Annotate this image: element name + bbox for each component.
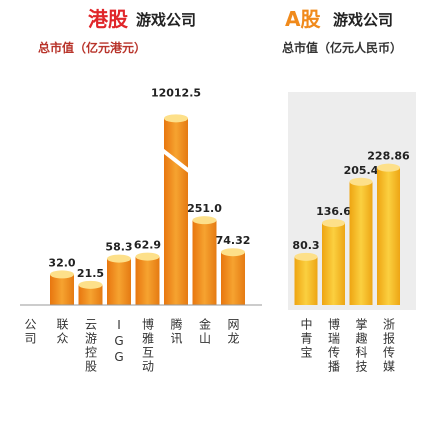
- bar-top: [164, 114, 188, 123]
- value-label: 21.5: [77, 267, 104, 280]
- bar: [107, 258, 131, 305]
- category-label: 网龙: [226, 318, 240, 346]
- category-label: 中青宝: [299, 317, 313, 360]
- value-label: 251.0: [187, 202, 222, 215]
- category-label: 腾讯: [169, 317, 183, 346]
- bar: [135, 256, 160, 305]
- category-label: 博雅互动: [141, 317, 155, 374]
- charts: 港股 游戏公司总市值（亿元港元）公司32.0联众21.5云游控股58.3IGG62…: [20, 7, 410, 374]
- bar-top: [107, 254, 131, 263]
- chart-title-suffix: 游戏公司: [333, 11, 393, 29]
- value-label: 12012.5: [151, 86, 201, 99]
- subtitle: 总市值（亿元港元）: [38, 40, 146, 55]
- bar: [349, 181, 373, 305]
- category-label: 联众: [55, 318, 69, 346]
- bar: [192, 220, 217, 305]
- value-label: 205.4: [344, 164, 379, 177]
- value-label: 136.6: [316, 205, 351, 218]
- chart-title: 港股: [88, 7, 128, 31]
- bar: [221, 252, 245, 305]
- subtitle: 总市值（亿元人民币）: [282, 40, 402, 55]
- bar-top: [294, 252, 318, 261]
- bar-top: [221, 248, 245, 257]
- chart-title-suffix: 游戏公司: [136, 11, 196, 29]
- bar: [50, 274, 74, 305]
- value-label: 80.3: [292, 239, 319, 252]
- bar: [377, 167, 400, 305]
- row-label: 公司: [23, 318, 37, 346]
- bar: [294, 256, 318, 305]
- bar-top: [322, 219, 345, 228]
- category-label: 博瑞传播: [327, 317, 341, 374]
- bar: [164, 118, 188, 305]
- category-label: IGG: [112, 318, 126, 366]
- value-label: 58.3: [105, 241, 132, 254]
- category-label: 掌趣科技: [354, 318, 368, 374]
- bar-top: [377, 163, 400, 172]
- bar: [78, 284, 103, 305]
- category-label: 云游控股: [84, 318, 98, 374]
- value-label: 32.0: [48, 256, 75, 269]
- bar-top: [192, 216, 217, 225]
- category-label: 金山: [198, 317, 212, 346]
- category-label: 浙报传媒: [382, 318, 396, 374]
- bar: [322, 223, 345, 305]
- value-label: 74.32: [216, 234, 251, 247]
- bar-top: [78, 280, 103, 289]
- value-label: 228.86: [367, 150, 410, 163]
- bar-top: [50, 270, 74, 279]
- chart-title: A股: [285, 7, 320, 31]
- bar-top: [135, 252, 160, 261]
- value-label: 62.9: [134, 239, 161, 252]
- bar-top: [349, 177, 373, 186]
- axis-break: [158, 146, 194, 175]
